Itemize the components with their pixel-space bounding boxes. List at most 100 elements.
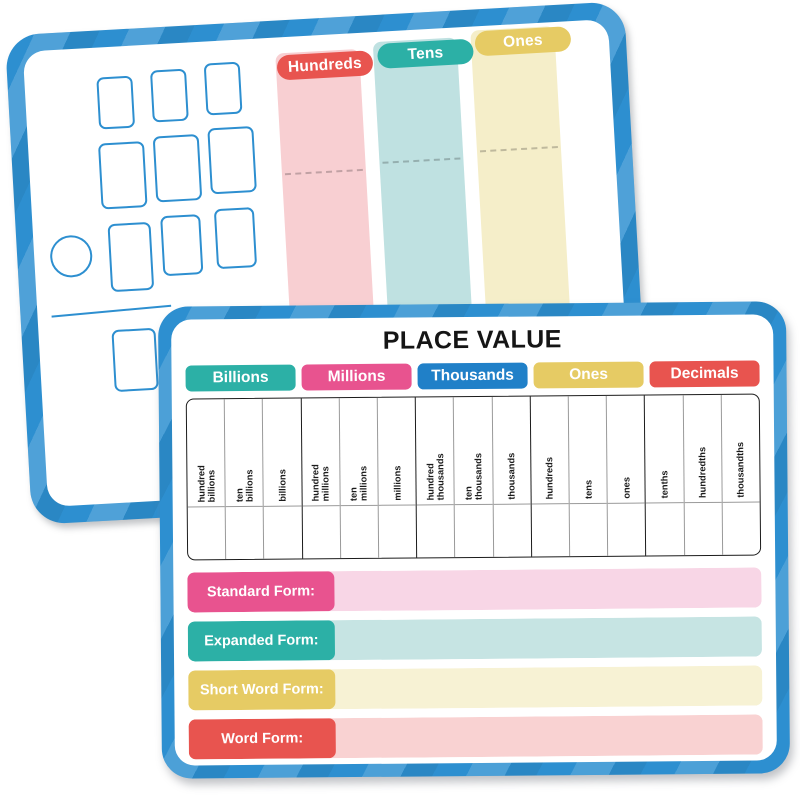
table-cell[interactable]: [684, 503, 722, 555]
back-board-shape-rect-7[interactable]: [107, 221, 155, 293]
back-board-pill-ones-label: Ones: [502, 31, 544, 51]
form-label-short-word: Short Word Form:: [188, 669, 336, 711]
column-header: billions: [263, 398, 302, 507]
back-board-pill-tens[interactable]: Tens: [376, 38, 475, 69]
table-cell[interactable]: [302, 506, 340, 558]
place-value-column-billions: billions: [263, 398, 303, 559]
table-cell[interactable]: [646, 503, 684, 555]
place-value-column-ten-thousands: ten thousands: [454, 396, 494, 558]
back-board-shape-rect-10[interactable]: [111, 327, 159, 393]
period-pill-decimals[interactable]: Decimals: [649, 360, 760, 388]
place-value-column-hundredths: hundredths: [683, 394, 723, 556]
column-header: ten billions: [224, 398, 264, 508]
column-dash-line: [480, 146, 558, 153]
column-header: tens: [568, 395, 607, 505]
column-header-label: tenths: [659, 470, 670, 499]
back-board-shape-rect-9[interactable]: [213, 207, 258, 270]
column-header: ten millions: [339, 397, 378, 507]
place-value-column-tens: tens: [568, 395, 609, 557]
column-header: hundredths: [683, 394, 722, 504]
table-cell[interactable]: [455, 505, 493, 557]
place-value-column-millions: millions: [377, 397, 418, 558]
column-header-label: ten billions: [234, 469, 255, 503]
period-header-row: Billions Millions Thousands Ones Decimal…: [185, 360, 760, 392]
table-cell[interactable]: [608, 504, 646, 556]
table-cell[interactable]: [379, 506, 417, 558]
place-value-column-ones: ones: [606, 395, 647, 556]
back-board-pill-hundreds-label: Hundreds: [287, 54, 363, 76]
column-header: tenths: [645, 395, 684, 504]
place-value-table: hundred billions ten billions billions h…: [185, 393, 762, 561]
back-board-pill-hundreds[interactable]: Hundreds: [276, 50, 374, 81]
period-pill-ones[interactable]: Ones: [533, 361, 644, 389]
table-cell[interactable]: [417, 505, 455, 557]
back-board-pill-ones[interactable]: Ones: [474, 26, 572, 57]
form-label-expanded: Expanded Form:: [187, 620, 336, 662]
column-header: ones: [606, 395, 646, 504]
column-header-label: billions: [277, 469, 288, 502]
form-row-word: Word Form:: [188, 714, 763, 760]
table-cell[interactable]: [493, 505, 531, 557]
place-value-column-tenths: tenths: [645, 395, 685, 556]
period-pill-ones-label: Ones: [569, 365, 609, 384]
back-board-pill-tens-label: Tens: [407, 43, 444, 63]
period-pill-decimals-label: Decimals: [670, 364, 739, 383]
column-header: hundred billions: [186, 399, 225, 508]
period-pill-billions[interactable]: Billions: [185, 364, 296, 392]
column-dash-line: [285, 168, 363, 176]
place-value-column-hundreds: hundreds: [530, 396, 571, 557]
table-cell[interactable]: [264, 507, 302, 559]
back-board-shape-rect-3[interactable]: [203, 61, 243, 116]
front-whiteboard-place-value[interactable]: PLACE VALUE Billions Millions Thousands …: [157, 301, 791, 779]
period-pill-billions-label: Billions: [212, 368, 269, 387]
place-value-column-ten-billions: ten billions: [224, 398, 265, 560]
column-header-label: thousandths: [735, 441, 747, 498]
table-cell[interactable]: [188, 507, 226, 559]
column-header: hundred thousands: [415, 397, 455, 506]
table-cell[interactable]: [570, 504, 608, 556]
back-board-shape-rect-1[interactable]: [96, 75, 136, 130]
back-board-shape-circle[interactable]: [49, 234, 94, 279]
form-row-expanded: Expanded Form:: [187, 616, 763, 662]
column-header-label: millions: [391, 465, 403, 501]
place-value-column-hundred-millions: hundred millions: [301, 398, 341, 559]
place-value-column-hundred-billions: hundred billions: [186, 399, 227, 560]
page-title: PLACE VALUE: [382, 325, 562, 355]
back-board-shape-rect-8[interactable]: [160, 214, 204, 277]
period-pill-millions[interactable]: Millions: [301, 363, 412, 391]
back-board-shape-rect-4[interactable]: [97, 141, 148, 210]
column-header: thousands: [492, 396, 531, 505]
place-value-column-ten-millions: ten millions: [339, 397, 380, 559]
column-header: hundred millions: [301, 398, 340, 507]
column-header-label: ten thousands: [463, 452, 484, 501]
form-row-standard: Standard Form:: [187, 567, 762, 613]
table-cell[interactable]: [532, 504, 570, 556]
answer-forms-section: Standard Form: Expanded Form: Short Word…: [187, 567, 763, 760]
form-field-expanded[interactable]: [327, 616, 763, 661]
back-board-shape-rect-6[interactable]: [207, 125, 257, 195]
table-cell[interactable]: [226, 507, 264, 559]
form-label-word: Word Form:: [188, 718, 336, 760]
column-header-label: thousands: [506, 452, 517, 500]
form-field-short-word[interactable]: [328, 665, 763, 710]
column-header-label: ten millions: [348, 465, 370, 502]
back-board-divider-line: [51, 304, 172, 318]
back-board-shape-rect-2[interactable]: [149, 68, 189, 123]
column-header-label: hundred millions: [310, 464, 331, 502]
column-header-label: hundred billions: [195, 465, 217, 503]
form-row-short-word: Short Word Form:: [188, 665, 763, 711]
form-field-standard[interactable]: [327, 567, 762, 612]
period-pill-thousands[interactable]: Thousands: [417, 362, 528, 390]
back-board-shape-rect-5[interactable]: [152, 134, 203, 203]
place-value-column-thousandths: thousandths: [721, 394, 761, 555]
place-value-column-thousands: thousands: [492, 396, 532, 557]
column-header: hundreds: [530, 396, 569, 505]
period-pill-millions-label: Millions: [327, 367, 386, 386]
column-dash-line: [382, 157, 461, 164]
table-cell[interactable]: [723, 503, 761, 555]
table-cell[interactable]: [341, 506, 379, 558]
front-card-surface: PLACE VALUE Billions Millions Thousands …: [171, 314, 777, 766]
column-header-label: hundredths: [697, 446, 708, 499]
form-field-word[interactable]: [328, 714, 763, 759]
column-header: ten thousands: [454, 396, 493, 506]
